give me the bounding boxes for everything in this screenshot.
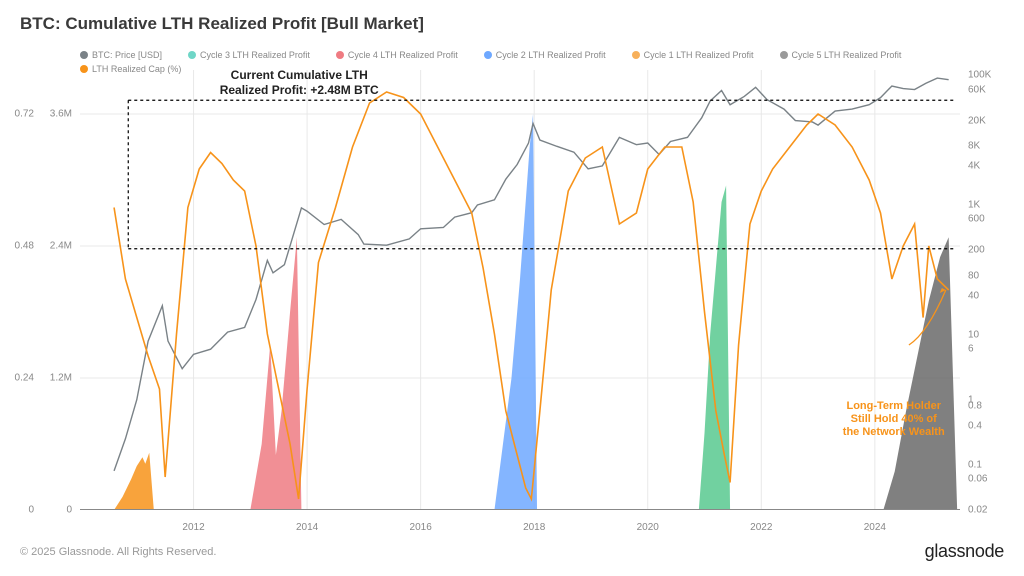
- y-right-tick: 8K: [968, 141, 980, 152]
- legend-item: Cycle 5 LTH Realized Profit: [780, 50, 902, 60]
- legend-dot: [80, 51, 88, 59]
- y-right-tick: 0.8: [968, 401, 982, 412]
- x-tick: 2014: [296, 522, 318, 533]
- y-right-tick: 200: [968, 245, 985, 256]
- legend-dot: [336, 51, 344, 59]
- y-right-tick: 20K: [968, 115, 986, 126]
- y-right-tick: 4K: [968, 160, 980, 171]
- legend-item: Cycle 4 LTH Realized Profit: [336, 50, 458, 60]
- legend-row: BTC: Price [USD] Cycle 3 LTH Realized Pr…: [80, 50, 964, 60]
- chart-plot-area: [80, 70, 960, 510]
- y-left-tick: 1.2M: [50, 373, 72, 384]
- y-left-tick: 2.4M: [50, 241, 72, 252]
- y-right-tick: 0.1: [968, 459, 982, 470]
- y-right-tick: 0.02: [968, 505, 987, 516]
- legend-item: BTC: Price [USD]: [80, 50, 162, 60]
- callout-lth-wealth: Long-Term Holder Still Hold 40% of the N…: [824, 400, 964, 440]
- x-tick: 2012: [182, 522, 204, 533]
- chart-svg: [80, 70, 960, 510]
- y-left2-tick: 0.72: [15, 109, 34, 120]
- x-tick: 2022: [750, 522, 772, 533]
- y-axis-right: 100K60K20K8K4K1K600200804010610.80.40.10…: [964, 70, 1004, 510]
- legend-dot: [188, 51, 196, 59]
- y-axis-left: 01.2M2.4M3.6M: [38, 70, 76, 510]
- y-right-tick: 100K: [968, 70, 991, 81]
- copyright: © 2025 Glassnode. All Rights Reserved.: [20, 546, 216, 558]
- footer: © 2025 Glassnode. All Rights Reserved. g…: [20, 541, 1004, 562]
- legend-item: Cycle 2 LTH Realized Profit: [484, 50, 606, 60]
- legend-item: Cycle 1 LTH Realized Profit: [632, 50, 754, 60]
- y-right-tick: 10: [968, 329, 979, 340]
- y-right-tick: 40: [968, 290, 979, 301]
- legend-label: BTC: Price [USD]: [92, 50, 162, 60]
- brand-logo: glassnode: [925, 541, 1004, 562]
- y-left2-tick: 0: [28, 505, 34, 516]
- x-axis: 2012 2014 2016 2018 2020 2022 2024: [80, 522, 960, 536]
- y-left2-tick: 0.48: [15, 241, 34, 252]
- legend-dot: [632, 51, 640, 59]
- legend-item: Cycle 3 LTH Realized Profit: [188, 50, 310, 60]
- legend-label: Cycle 4 LTH Realized Profit: [348, 50, 458, 60]
- y-left-tick: 0: [66, 505, 72, 516]
- y-right-tick: 1K: [968, 199, 980, 210]
- x-tick: 2020: [637, 522, 659, 533]
- legend-dot: [484, 51, 492, 59]
- legend-label: Cycle 5 LTH Realized Profit: [792, 50, 902, 60]
- y-right-tick: 0.06: [968, 474, 987, 485]
- legend-dot: [780, 51, 788, 59]
- legend-label: Cycle 2 LTH Realized Profit: [496, 50, 606, 60]
- x-tick: 2018: [523, 522, 545, 533]
- y-left2-tick: 0.24: [15, 373, 34, 384]
- y-axis-far-left: 00.240.480.72: [0, 70, 38, 510]
- y-right-tick: 6: [968, 344, 974, 355]
- legend-label: Cycle 3 LTH Realized Profit: [200, 50, 310, 60]
- callout-cumulative-profit: Current Cumulative LTH Realized Profit: …: [199, 68, 399, 98]
- y-right-tick: 80: [968, 271, 979, 282]
- x-tick: 2016: [410, 522, 432, 533]
- chart-title: BTC: Cumulative LTH Realized Profit [Bul…: [20, 14, 424, 34]
- y-left-tick: 3.6M: [50, 109, 72, 120]
- legend-label: Cycle 1 LTH Realized Profit: [644, 50, 754, 60]
- x-tick: 2024: [864, 522, 886, 533]
- y-right-tick: 600: [968, 214, 985, 225]
- y-right-tick: 0.4: [968, 420, 982, 431]
- y-right-tick: 60K: [968, 84, 986, 95]
